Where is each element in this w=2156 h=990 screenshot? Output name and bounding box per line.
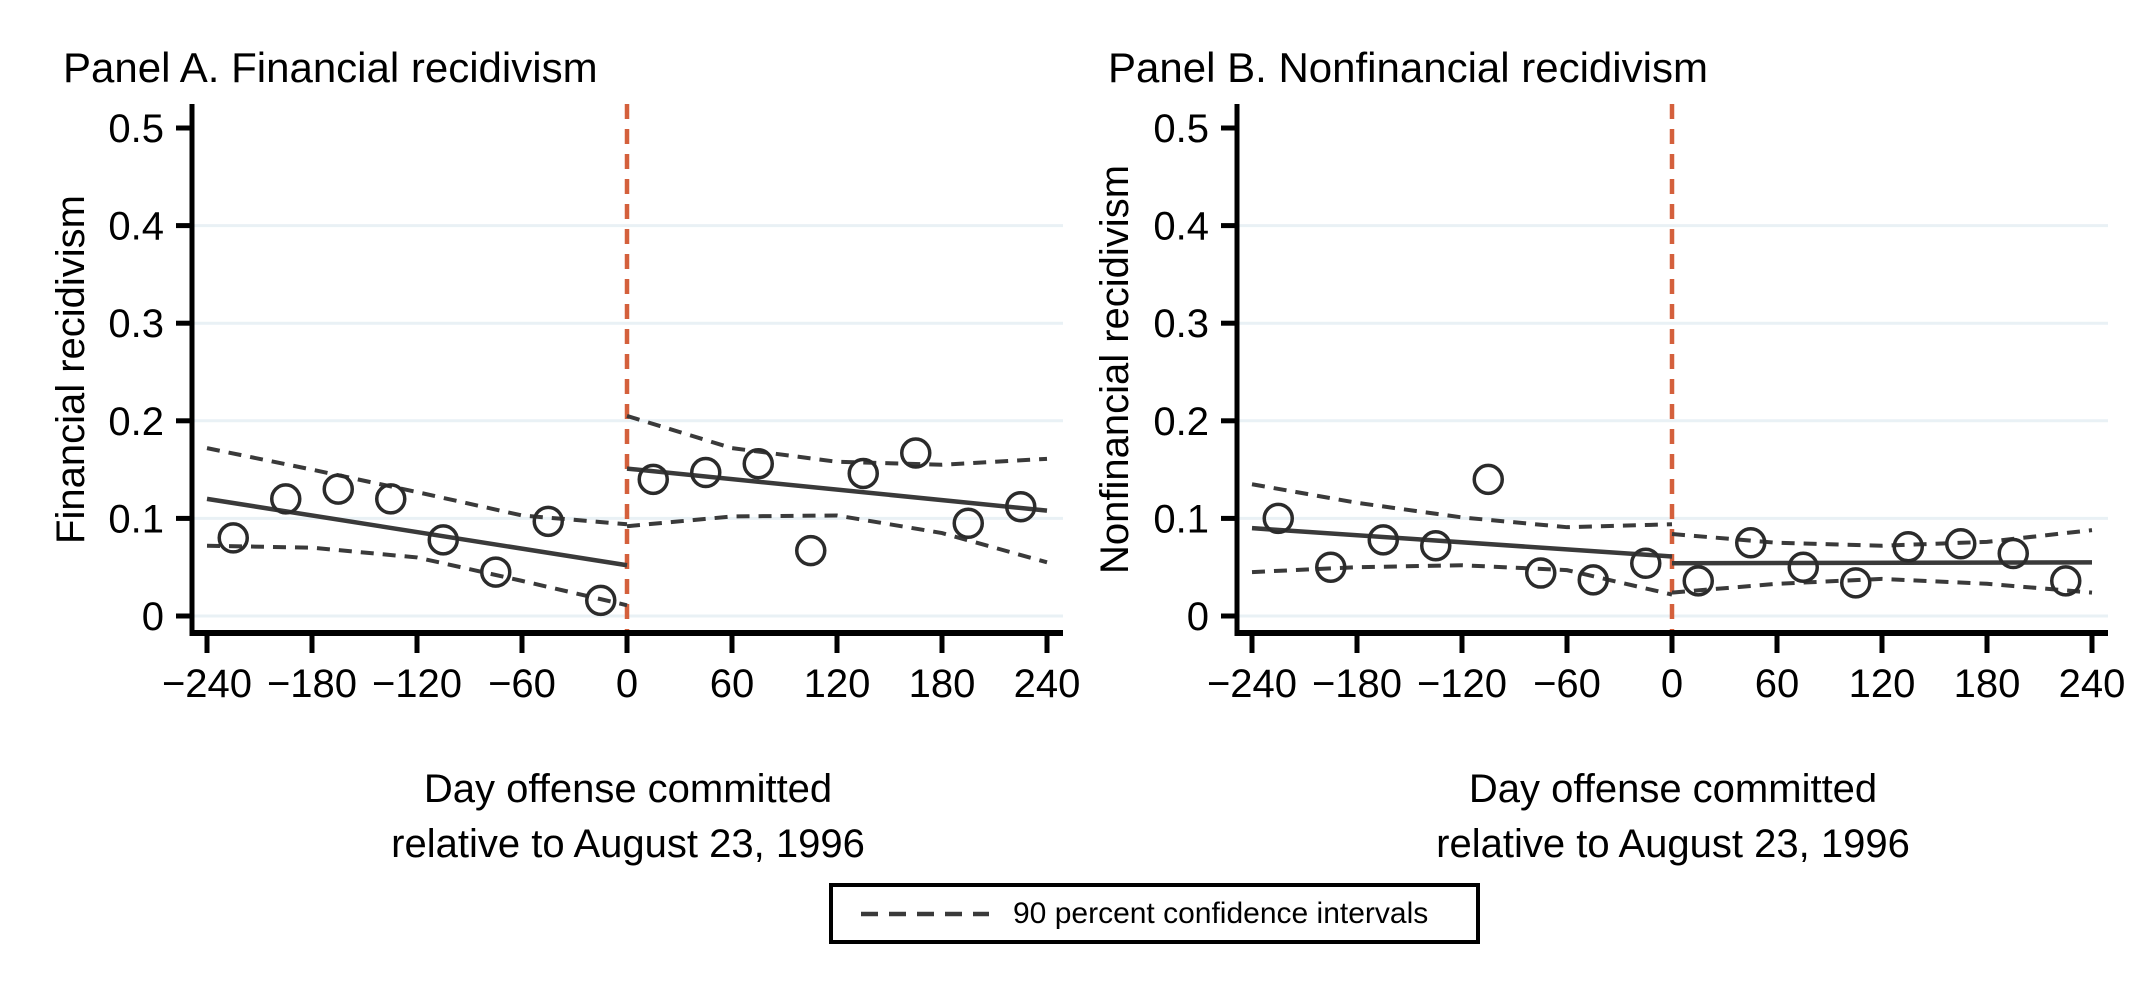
fit-line [626,466,1048,513]
y-tick-label: 0.3 [108,302,164,346]
scatter-point [375,483,407,515]
x-tick-label: 240 [2059,662,2125,706]
scatter-point [427,524,459,556]
fit-line [1251,525,1673,559]
ci-line [626,513,1048,565]
panel-a-xaxis-title-line1: Day offense committed [423,767,833,811]
x-tick-label: −60 [488,662,556,706]
legend-label: 90 percent confidence intervals [1013,896,1429,930]
x-tick-label: 60 [1755,662,1800,706]
y-tick-label: 0.5 [1153,107,1209,151]
x-tick-label: −240 [162,662,252,706]
scatter-point [585,584,617,617]
y-tick-label: 0.3 [1153,302,1209,346]
scatter-point [1525,557,1557,589]
scatter-point [532,505,564,538]
panel-a-title: Panel A. Financial recidivism [63,44,598,91]
ci-line [1671,576,2093,595]
scatter-point [1315,551,1347,583]
scatter-point [847,457,879,490]
x-tick-label: 0 [1661,662,1683,706]
panel-b-xaxis-title-line1: Day offense committed [1468,767,1878,811]
scatter-point [1630,547,1662,580]
scatter-point [322,473,354,505]
panel-a-xaxis-title: Day offense committed relative to August… [192,762,1064,872]
panel-a: Panel A. Financial recidivism Financial … [49,44,1080,872]
scatter-point [1577,564,1609,596]
panel-b-xaxis-title-line2: relative to August 23, 1996 [1436,822,1910,866]
y-tick-label: 0.1 [108,497,164,541]
fit-line [206,496,628,568]
x-tick-label: −60 [1533,662,1601,706]
x-tick-label: −180 [267,662,357,706]
scatter-point [1787,551,1819,583]
ci-line [1671,528,2093,548]
scatter-point [952,507,984,540]
panel-b-plot: 0 0.1 0.2 0.3 0.4 0.5 −240 −180 −120 −60 0 60 120 180… [1153,104,2125,706]
scatter-point [1840,567,1872,599]
x-tick-label: 120 [1849,662,1916,706]
scatter-point [1997,537,2029,570]
legend-box: 90 percent confidence intervals [829,883,1480,944]
y-tick-label: 0 [1187,595,1209,639]
x-tick-label: 60 [710,662,755,706]
x-tick-label: 240 [1014,662,1080,706]
panel-b-title: Panel B. Nonfinancial recidivism [1108,44,1708,91]
ci-line [1251,482,1673,530]
y-tick-label: 0.2 [1153,400,1209,444]
scatter-point [217,522,249,554]
scatter-point [1367,524,1399,556]
ci-dash-sample-icon [861,911,989,916]
panel-b-xaxis-title: Day offense committed relative to August… [1237,762,2109,872]
x-tick-label: 120 [804,662,871,706]
y-tick-label: 0.1 [1153,497,1209,541]
x-tick-label: 180 [1954,662,2021,706]
scatter-point [270,483,302,515]
y-tick-label: 0.4 [108,205,164,249]
y-tick-label: 0.4 [1153,205,1209,249]
x-tick-label: 180 [909,662,976,706]
x-tick-label: −240 [1207,662,1297,706]
scatter-point [690,456,722,489]
ci-line [206,446,628,527]
scatter-point [637,463,669,496]
scatter-point [795,534,827,567]
y-tick-label: 0.2 [108,400,164,444]
scatter-point [1005,490,1037,523]
y-tick-label: 0 [142,595,164,639]
panel-b: Panel B. Nonfinancial recidivism Nonfina… [1045,0,2156,990]
scatter-point [2050,565,2082,597]
scatter-point [1945,528,1977,560]
scatter-point [1892,530,1924,563]
fit-line [1671,560,2093,566]
scatter-point [1262,502,1294,535]
ci-line [626,414,1048,467]
scatter-point [480,556,512,588]
x-tick-label: −120 [372,662,462,706]
scatter-point [1735,527,1767,559]
ci-line [206,543,628,608]
x-tick-label: −120 [1417,662,1507,706]
x-tick-label: −180 [1312,662,1402,706]
panel-a-plot: 0 0.1 0.2 0.3 0.4 0.5 −240 −180 −120 −60 0 60 120 180… [108,104,1080,706]
scatter-point [1682,565,1714,597]
scatter-point [1420,529,1452,562]
scatter-point [900,437,932,469]
panel-a-xaxis-title-line2: relative to August 23, 1996 [391,822,865,866]
x-tick-label: 0 [616,662,638,706]
ci-line [1251,563,1673,597]
scatter-point [742,447,774,480]
y-tick-label: 0.5 [108,107,164,151]
scatter-point [1472,463,1504,496]
